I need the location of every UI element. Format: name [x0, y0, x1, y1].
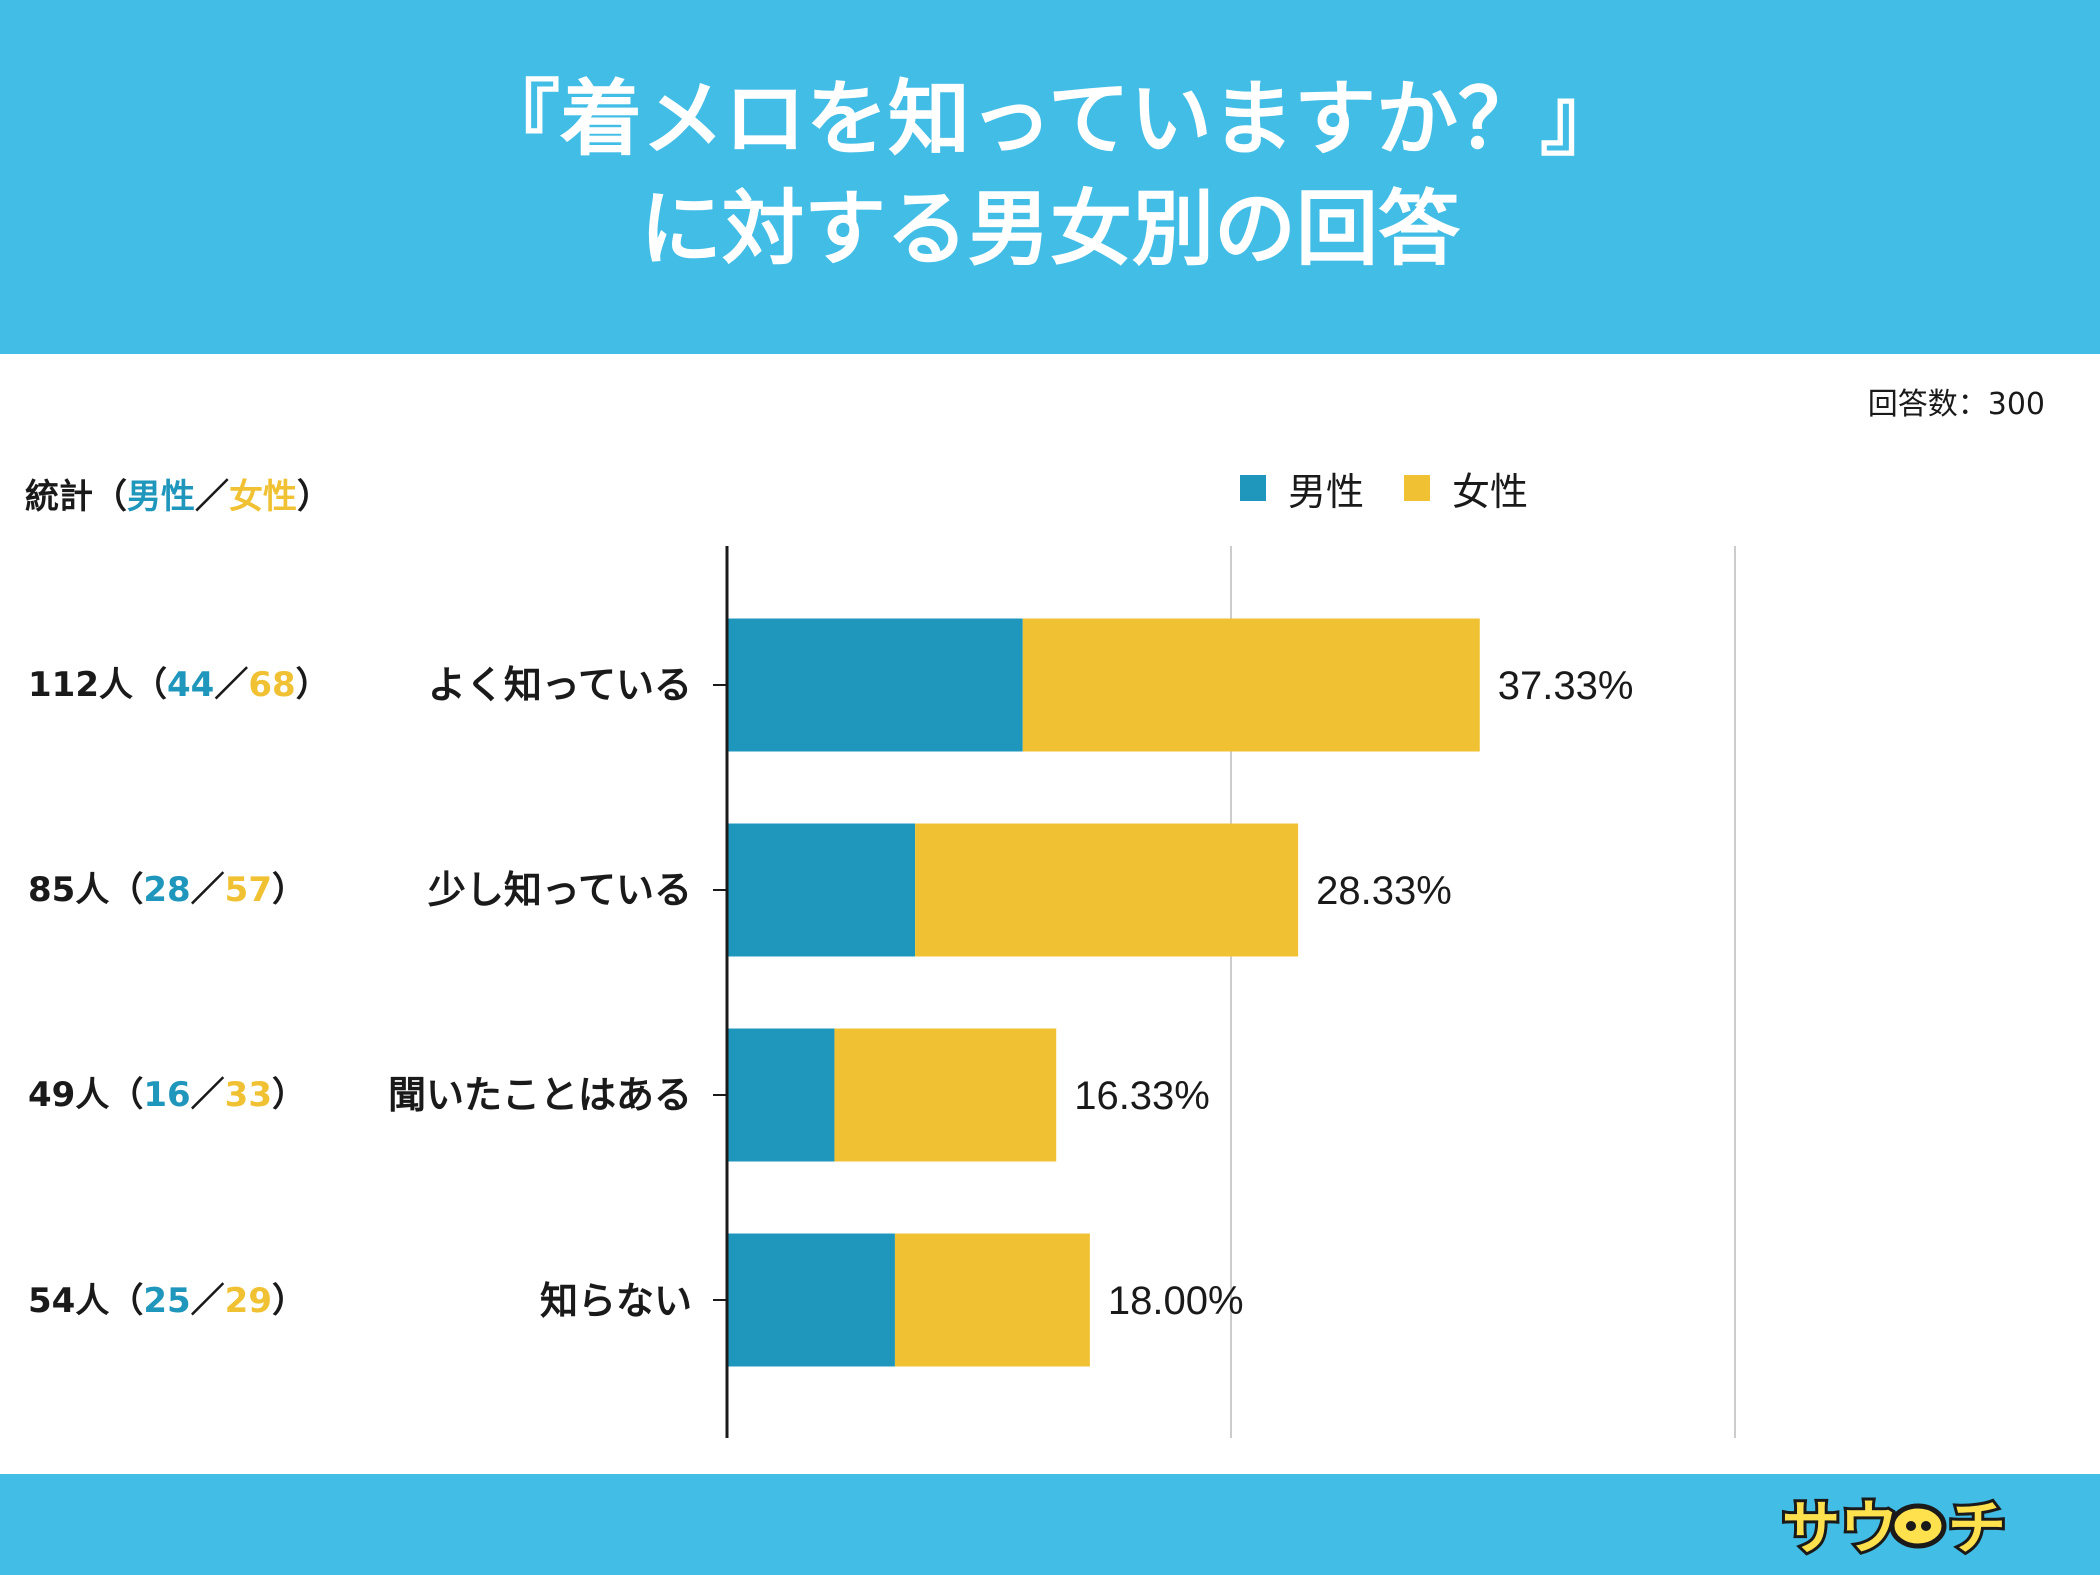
stat-sep: ／: [190, 870, 225, 910]
stat-total: 54人（: [28, 1281, 144, 1321]
legend-label-female: 女性: [1452, 469, 1529, 514]
stats-header: 統計（男性／女性）: [25, 473, 331, 521]
stat-male: 16: [143, 1075, 191, 1115]
svg-text:サウ: サウ: [1782, 1494, 1898, 1562]
stats-header-sep: ／: [195, 477, 229, 517]
legend-swatch-female: [1404, 475, 1431, 501]
stat-close: ）: [271, 1281, 306, 1321]
stat-female: 29: [224, 1281, 272, 1321]
stat-close: ）: [295, 665, 330, 705]
sauna-logo: サウ チ: [1779, 1491, 2009, 1564]
category-label: 聞いたことはある: [387, 1073, 692, 1117]
page-title-line1: 『着メロを知っていますか？』: [478, 72, 1622, 167]
stat-close: ）: [271, 870, 306, 910]
svg-text:チ: チ: [1948, 1494, 2006, 1562]
bar-segment: [915, 823, 1299, 957]
legend-item-male: 男性: [1240, 461, 1364, 516]
bar-segment: [727, 823, 916, 957]
legend-item-female: 女性: [1404, 461, 1528, 516]
bar-segment: [894, 1233, 1090, 1367]
stat-total: 49人（: [28, 1075, 144, 1115]
data-label: 16.33%: [1074, 1074, 1210, 1118]
stat-total: 85人（: [28, 870, 144, 910]
stat-male: 44: [166, 665, 215, 705]
chart-legend: 男性 女性: [1240, 462, 1568, 514]
data-label: 37.33%: [1498, 664, 1634, 708]
stats-header-female: 女性: [229, 477, 297, 517]
stat-sep: ／: [214, 665, 249, 705]
bar-segment: [727, 1233, 895, 1367]
stat-row: 85人（28／57）: [28, 866, 306, 914]
stat-sep: ／: [190, 1281, 225, 1321]
category-label: 知らない: [539, 1279, 692, 1323]
stat-male: 25: [143, 1281, 191, 1321]
bar-segment: [727, 1028, 835, 1162]
category-label: よく知っている: [427, 663, 692, 707]
stat-row: 112人（44／68）: [28, 661, 330, 709]
data-label: 28.33%: [1316, 869, 1452, 913]
respondent-count: 回答数：300: [1867, 387, 2045, 422]
stat-female: 57: [224, 870, 272, 910]
stats-header-close: ）: [297, 477, 331, 517]
stat-row: 49人（16／33）: [28, 1071, 306, 1119]
legend-label-male: 男性: [1288, 469, 1365, 514]
stat-close: ）: [271, 1075, 306, 1115]
stat-female: 68: [248, 665, 296, 705]
header-banner: 『着メロを知っていますか？』 に対する男女別の回答: [0, 0, 2100, 354]
page-title-line2: に対する男女別の回答: [639, 182, 1460, 277]
stat-female: 33: [224, 1075, 272, 1115]
legend-swatch-male: [1240, 475, 1266, 501]
stat-row: 54人（25／29）: [28, 1277, 306, 1325]
stat-total: 112人（: [28, 665, 167, 705]
footer-banner: [0, 1474, 2100, 1575]
stat-male: 28: [143, 870, 191, 910]
data-label: 18.00%: [1108, 1279, 1244, 1323]
bar-segment: [834, 1028, 1057, 1162]
category-label: 少し知っている: [427, 868, 692, 912]
stats-header-male: 男性: [127, 477, 195, 517]
bar-segment: [727, 618, 1023, 752]
stats-header-label: 統計（: [25, 477, 127, 517]
bar-segment: [1022, 618, 1480, 752]
stat-sep: ／: [190, 1075, 225, 1115]
